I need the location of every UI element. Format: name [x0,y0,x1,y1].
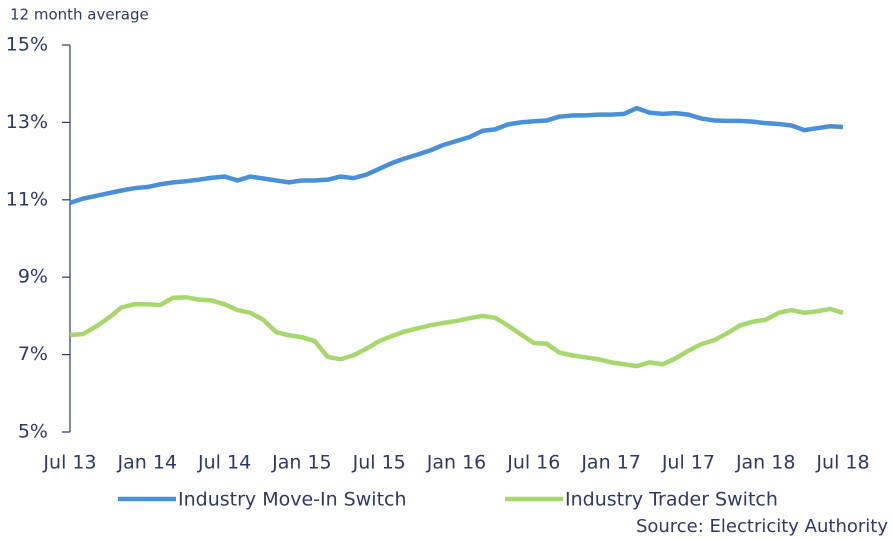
x-tick-label: Jul 18 [815,452,869,474]
x-tick-label: Jan 15 [271,452,332,474]
y-tick-label: 11% [6,188,48,210]
x-tick-label: Jan 16 [426,452,487,474]
series-line [69,295,844,369]
x-tick-label: Jan 17 [580,452,641,474]
x-tick-label: Jan 14 [117,452,178,474]
x-tick-label: Jul 15 [352,452,406,474]
legend-label: Industry Move-In Switch [178,489,407,511]
y-tick-label: 9% [18,266,48,288]
x-tick-label: Jan 18 [735,452,796,474]
legend-label: Industry Trader Switch [565,489,778,511]
series-line [69,105,844,206]
y-tick-label: 13% [6,111,48,133]
y-tick-label: 15% [6,34,48,56]
y-tick-label: 5% [18,421,48,443]
x-tick-label: Jul 13 [42,452,96,474]
x-tick-label: Jul 16 [506,452,560,474]
y-axis-label: 12 month average [10,6,149,24]
y-tick-label: 7% [18,343,48,365]
x-tick-label: Jul 14 [197,452,251,474]
source: Source: Electricity Authority [636,516,888,537]
x-tick-label: Jul 17 [661,452,715,474]
